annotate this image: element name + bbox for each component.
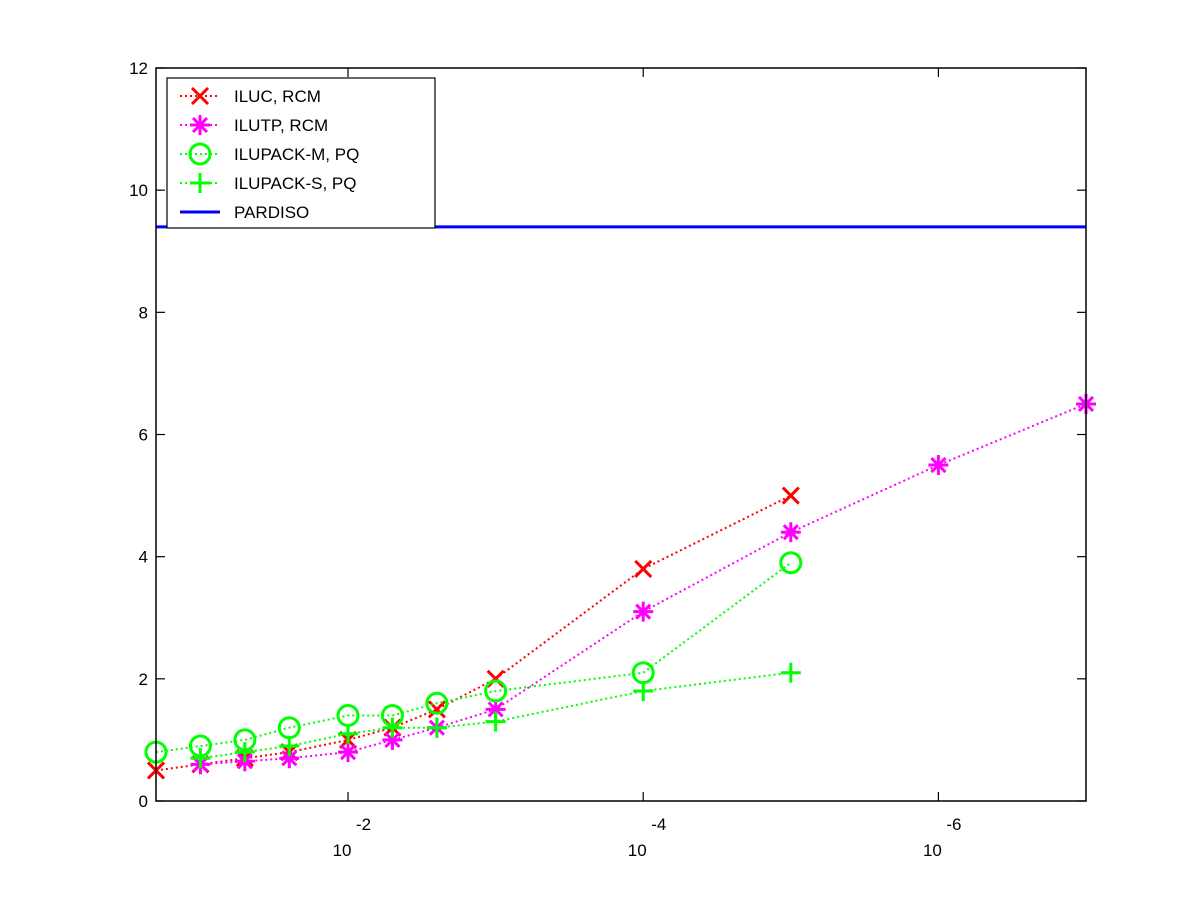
x-tick-base-label: 10 — [333, 841, 352, 860]
data-point — [338, 723, 359, 744]
legend-marker — [190, 115, 210, 135]
data-point — [634, 559, 653, 578]
plot-frame — [155, 67, 1087, 802]
legend-label: PARDISO — [234, 203, 309, 222]
x-tick-exponent-label: -4 — [651, 815, 666, 834]
series-line-0 — [155, 494, 792, 772]
data-point — [279, 736, 300, 757]
data-point — [928, 455, 949, 476]
y-tick-label: 0 — [139, 792, 148, 811]
data-point — [234, 742, 255, 763]
legend-label: ILUC, RCM — [234, 87, 321, 106]
data-point — [633, 681, 654, 702]
y-tick-label: 2 — [139, 670, 148, 689]
data-point — [631, 661, 655, 685]
y-tick-label: 8 — [139, 303, 148, 322]
data-point — [633, 601, 654, 622]
data-point — [425, 691, 449, 715]
series-line-1 — [200, 403, 1087, 766]
y-tick-label: 12 — [129, 59, 148, 78]
data-point — [338, 742, 359, 763]
legend-label: ILUPACK-S, PQ — [234, 174, 357, 193]
legend-marker — [190, 86, 210, 106]
legend: ILUC, RCM ILUTP, RCM ILUPACK-M, PQ ILUPACK-… — [166, 77, 436, 229]
y-tick-label: 4 — [139, 548, 148, 567]
x-tick-exponent-label: -6 — [946, 815, 961, 834]
data-point — [426, 717, 447, 738]
data-point — [382, 717, 403, 738]
data-point — [190, 748, 211, 769]
x-tick-exponent-label: -2 — [356, 815, 371, 834]
y-tick-label: 10 — [129, 181, 148, 200]
data-point — [780, 662, 801, 683]
y-tick-label: 6 — [139, 426, 148, 445]
series-layer — [144, 225, 1096, 780]
series-line-2 — [155, 561, 792, 754]
data-point — [781, 486, 800, 505]
data-point — [485, 711, 506, 732]
legend-label: ILUPACK-M, PQ — [234, 145, 359, 164]
legend-marker — [190, 173, 210, 193]
data-point — [780, 522, 801, 543]
legend-marker — [188, 142, 212, 166]
x-tick-base-label: 10 — [628, 841, 647, 860]
legend-label: ILUTP, RCM — [234, 116, 328, 135]
data-point — [779, 551, 803, 575]
x-tick-base-label: 10 — [923, 841, 942, 860]
data-point — [484, 679, 508, 703]
